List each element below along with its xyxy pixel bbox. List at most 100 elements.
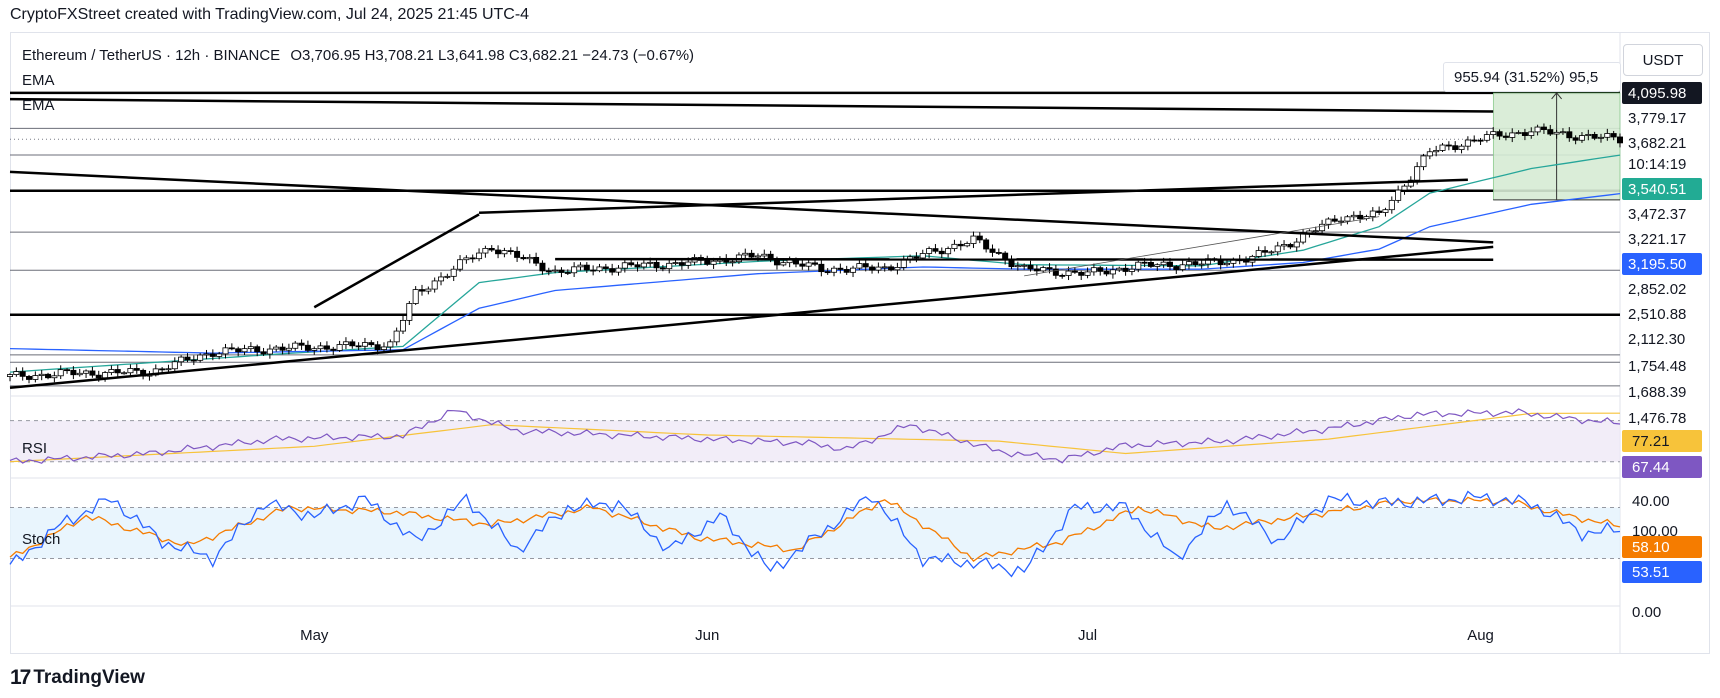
- candle-body[interactable]: [1445, 144, 1452, 147]
- candle-body[interactable]: [1426, 151, 1433, 157]
- candle-body[interactable]: [1325, 218, 1332, 225]
- candle-body[interactable]: [184, 356, 191, 361]
- candle-body[interactable]: [317, 345, 324, 350]
- candle-body[interactable]: [1331, 218, 1338, 222]
- candle-body[interactable]: [1490, 131, 1497, 136]
- candle-body[interactable]: [216, 353, 223, 357]
- candle-body[interactable]: [330, 348, 337, 351]
- candle-body[interactable]: [818, 263, 825, 273]
- candle-body[interactable]: [1141, 261, 1148, 264]
- candle-body[interactable]: [406, 303, 413, 321]
- candle-body[interactable]: [19, 371, 26, 377]
- candle-body[interactable]: [919, 253, 926, 259]
- candle-body[interactable]: [51, 375, 58, 379]
- candle-body[interactable]: [729, 261, 736, 264]
- candle-body[interactable]: [653, 261, 660, 269]
- candle-body[interactable]: [393, 330, 400, 343]
- candle-body[interactable]: [1281, 244, 1288, 247]
- candle-body[interactable]: [1185, 261, 1192, 266]
- candle-body[interactable]: [1027, 264, 1034, 270]
- candle-body[interactable]: [672, 262, 679, 264]
- candle-body[interactable]: [970, 235, 977, 244]
- candle-body[interactable]: [1166, 261, 1173, 267]
- candle-body[interactable]: [1395, 189, 1402, 201]
- candle-body[interactable]: [292, 342, 299, 349]
- candle-body[interactable]: [1268, 251, 1275, 254]
- trendline-5[interactable]: [555, 257, 1494, 261]
- candle-body[interactable]: [311, 348, 318, 351]
- thin-trendline[interactable]: [1024, 216, 1380, 277]
- candle-body[interactable]: [1369, 210, 1376, 218]
- candle-body[interactable]: [133, 368, 140, 371]
- candle-body[interactable]: [609, 268, 616, 273]
- candle-body[interactable]: [913, 256, 920, 259]
- candle-body[interactable]: [1033, 268, 1040, 272]
- candle-body[interactable]: [1135, 261, 1142, 270]
- candle-body[interactable]: [501, 250, 508, 255]
- candle-body[interactable]: [1420, 155, 1427, 168]
- candle-body[interactable]: [1312, 230, 1319, 233]
- candle-body[interactable]: [1433, 150, 1440, 153]
- candle-body[interactable]: [837, 267, 844, 270]
- candle-body[interactable]: [590, 269, 597, 272]
- candle-body[interactable]: [361, 342, 368, 347]
- candle-body[interactable]: [7, 374, 13, 377]
- candle-body[interactable]: [488, 248, 495, 251]
- candle-body[interactable]: [1388, 199, 1395, 211]
- candle-body[interactable]: [1464, 139, 1471, 147]
- candle-body[interactable]: [983, 239, 990, 250]
- rsi-pane-label[interactable]: RSI: [22, 440, 48, 457]
- candle-body[interactable]: [419, 289, 426, 292]
- candle-body[interactable]: [507, 250, 514, 252]
- candle-body[interactable]: [1452, 145, 1459, 150]
- candle-body[interactable]: [95, 374, 102, 379]
- candle-body[interactable]: [1122, 267, 1129, 272]
- candle-body[interactable]: [298, 342, 305, 346]
- candle-body[interactable]: [1262, 250, 1269, 253]
- candle-body[interactable]: [1097, 267, 1104, 272]
- candle-body[interactable]: [38, 373, 45, 376]
- candle-body[interactable]: [634, 264, 641, 268]
- candle-body[interactable]: [812, 262, 819, 265]
- candle-body[interactable]: [1604, 133, 1611, 138]
- candle-body[interactable]: [976, 235, 983, 241]
- candle-body[interactable]: [926, 248, 933, 254]
- candle-body[interactable]: [957, 243, 964, 247]
- candle-body[interactable]: [1502, 135, 1509, 138]
- candle-body[interactable]: [1496, 131, 1503, 137]
- candle-body[interactable]: [1382, 209, 1389, 213]
- candle-body[interactable]: [596, 266, 603, 272]
- candle-body[interactable]: [1293, 241, 1300, 248]
- candle-body[interactable]: [1065, 270, 1072, 276]
- candle-body[interactable]: [710, 260, 717, 265]
- candle-body[interactable]: [628, 262, 635, 266]
- candle-body[interactable]: [438, 276, 445, 282]
- candle-body[interactable]: [349, 341, 356, 347]
- candle-body[interactable]: [1617, 136, 1624, 144]
- candle-body[interactable]: [856, 263, 863, 269]
- candle-body[interactable]: [615, 267, 622, 273]
- candle-body[interactable]: [761, 253, 768, 257]
- candle-body[interactable]: [355, 345, 362, 348]
- candle-body[interactable]: [1084, 271, 1091, 276]
- candle-body[interactable]: [476, 252, 483, 260]
- candle-body[interactable]: [1059, 274, 1066, 277]
- candle-body[interactable]: [76, 372, 83, 376]
- candle-body[interactable]: [792, 259, 799, 265]
- candle-body[interactable]: [1591, 134, 1598, 139]
- candle-body[interactable]: [1471, 139, 1478, 142]
- candle-body[interactable]: [197, 354, 204, 361]
- candle-body[interactable]: [932, 248, 939, 252]
- candle-body[interactable]: [1090, 267, 1097, 273]
- candle-body[interactable]: [254, 346, 261, 353]
- candle-body[interactable]: [260, 351, 267, 355]
- candle-body[interactable]: [862, 263, 869, 268]
- candle-body[interactable]: [374, 344, 381, 350]
- candle-body[interactable]: [463, 257, 470, 261]
- candle-body[interactable]: [1610, 133, 1617, 138]
- candle-body[interactable]: [399, 319, 406, 332]
- candle-body[interactable]: [228, 347, 235, 350]
- candle-body[interactable]: [425, 288, 432, 292]
- candle-body[interactable]: [520, 257, 527, 260]
- candle-body[interactable]: [552, 269, 559, 272]
